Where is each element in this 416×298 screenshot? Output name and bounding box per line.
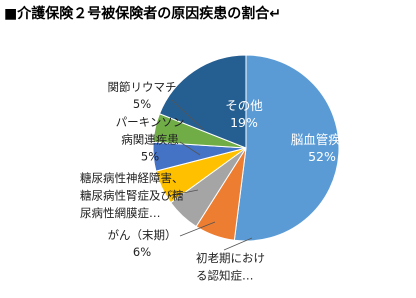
value-label: 19% bbox=[230, 115, 258, 130]
leader-line bbox=[223, 237, 253, 251]
slice-label: がん（末期） bbox=[108, 228, 177, 242]
value-label: 52% bbox=[308, 149, 336, 164]
leader-line bbox=[179, 221, 216, 237]
value-label: 5% bbox=[141, 150, 159, 164]
slice-label: 脳血管疾患 bbox=[291, 132, 354, 147]
slice-label: 初老期における認知症… bbox=[196, 251, 265, 283]
leader-line bbox=[167, 189, 199, 197]
leader-line bbox=[179, 141, 201, 156]
value-label: 5% bbox=[133, 97, 151, 111]
pie-slice bbox=[233, 54, 340, 242]
pie-slice bbox=[158, 54, 247, 149]
slice-label: 糖尿病性神経障害、糖尿病性腎症及び糖尿病性網膜症… bbox=[80, 171, 184, 220]
slice-label: 関節リウマチ bbox=[108, 80, 177, 94]
value-label: 6% bbox=[133, 245, 151, 259]
leader-line bbox=[171, 99, 205, 131]
chart-title: ■介護保険２号被保険者の原因疾患の割合↵ bbox=[4, 5, 281, 22]
slice-label: その他 bbox=[225, 98, 263, 113]
slice-label: パーキンソン病関連疾患 bbox=[116, 115, 185, 147]
